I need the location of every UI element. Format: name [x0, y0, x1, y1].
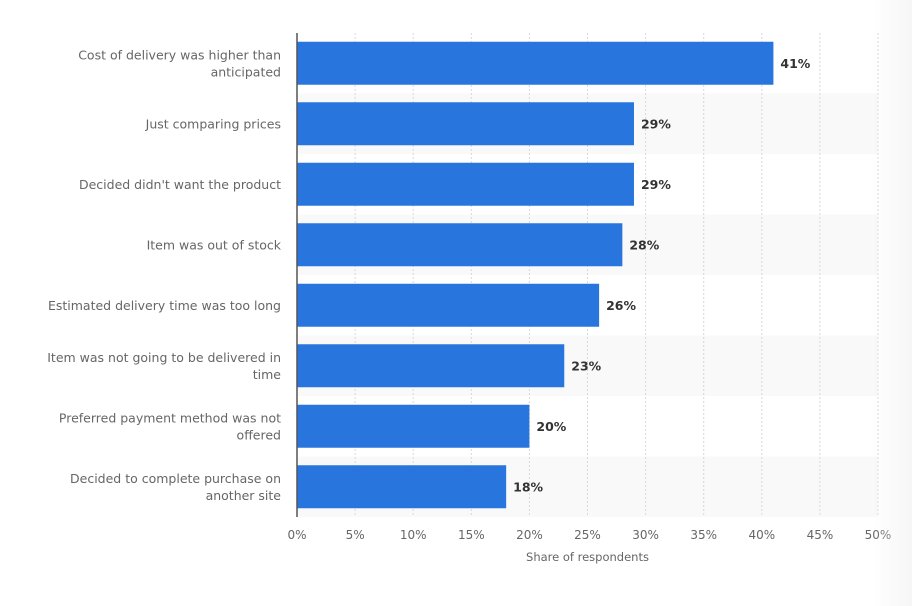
category-label: Decided to complete purchase on another s… — [70, 471, 281, 503]
category-labels: Cost of delivery was higher than anticipa… — [47, 47, 282, 503]
category-label: Item was not going to be delivered in tim… — [47, 350, 281, 382]
data-label: 20% — [536, 419, 566, 434]
bar[interactable] — [297, 404, 530, 448]
x-tick-label: 15% — [458, 528, 485, 542]
x-tick-label: 40% — [748, 528, 775, 542]
data-label: 29% — [641, 116, 671, 131]
x-tick-label: 25% — [574, 528, 601, 542]
x-axis-title: Share of respondents — [526, 550, 649, 564]
bar[interactable] — [297, 344, 565, 388]
x-tick-labels: 0%5%10%15%20%25%30%35%40%45%50% — [287, 528, 891, 542]
bar[interactable] — [297, 102, 634, 146]
bar[interactable] — [297, 465, 507, 509]
bar[interactable] — [297, 162, 634, 206]
x-tick-label: 35% — [690, 528, 717, 542]
x-tick-label: 30% — [632, 528, 659, 542]
data-label: 26% — [606, 298, 636, 313]
category-label: Preferred payment method was not offered — [59, 410, 281, 442]
data-label: 29% — [641, 177, 671, 192]
data-label: 41% — [780, 56, 810, 71]
category-label: Item was out of stock — [147, 237, 282, 252]
category-label: Decided didn't want the product — [79, 177, 281, 192]
bar[interactable] — [297, 223, 623, 267]
category-label: Just comparing prices — [145, 116, 281, 131]
x-tick-label: 20% — [516, 528, 543, 542]
category-label: Cost of delivery was higher than anticipa… — [78, 47, 281, 79]
x-tick-label: 5% — [346, 528, 365, 542]
bar[interactable] — [297, 41, 774, 85]
scroll-edge-shadow — [872, 0, 912, 606]
x-tick-label: 10% — [400, 528, 427, 542]
category-label: Estimated delivery time was too long — [48, 298, 281, 313]
bars — [297, 41, 774, 509]
x-tick-label: 0% — [287, 528, 306, 542]
data-label: 18% — [513, 479, 543, 494]
x-tick-label: 45% — [807, 528, 834, 542]
data-label: 28% — [629, 237, 659, 252]
bar[interactable] — [297, 283, 600, 327]
data-label: 23% — [571, 358, 601, 373]
data-labels: 41% 29% 29% 28% 26% 23% 20% 18% — [513, 56, 811, 495]
